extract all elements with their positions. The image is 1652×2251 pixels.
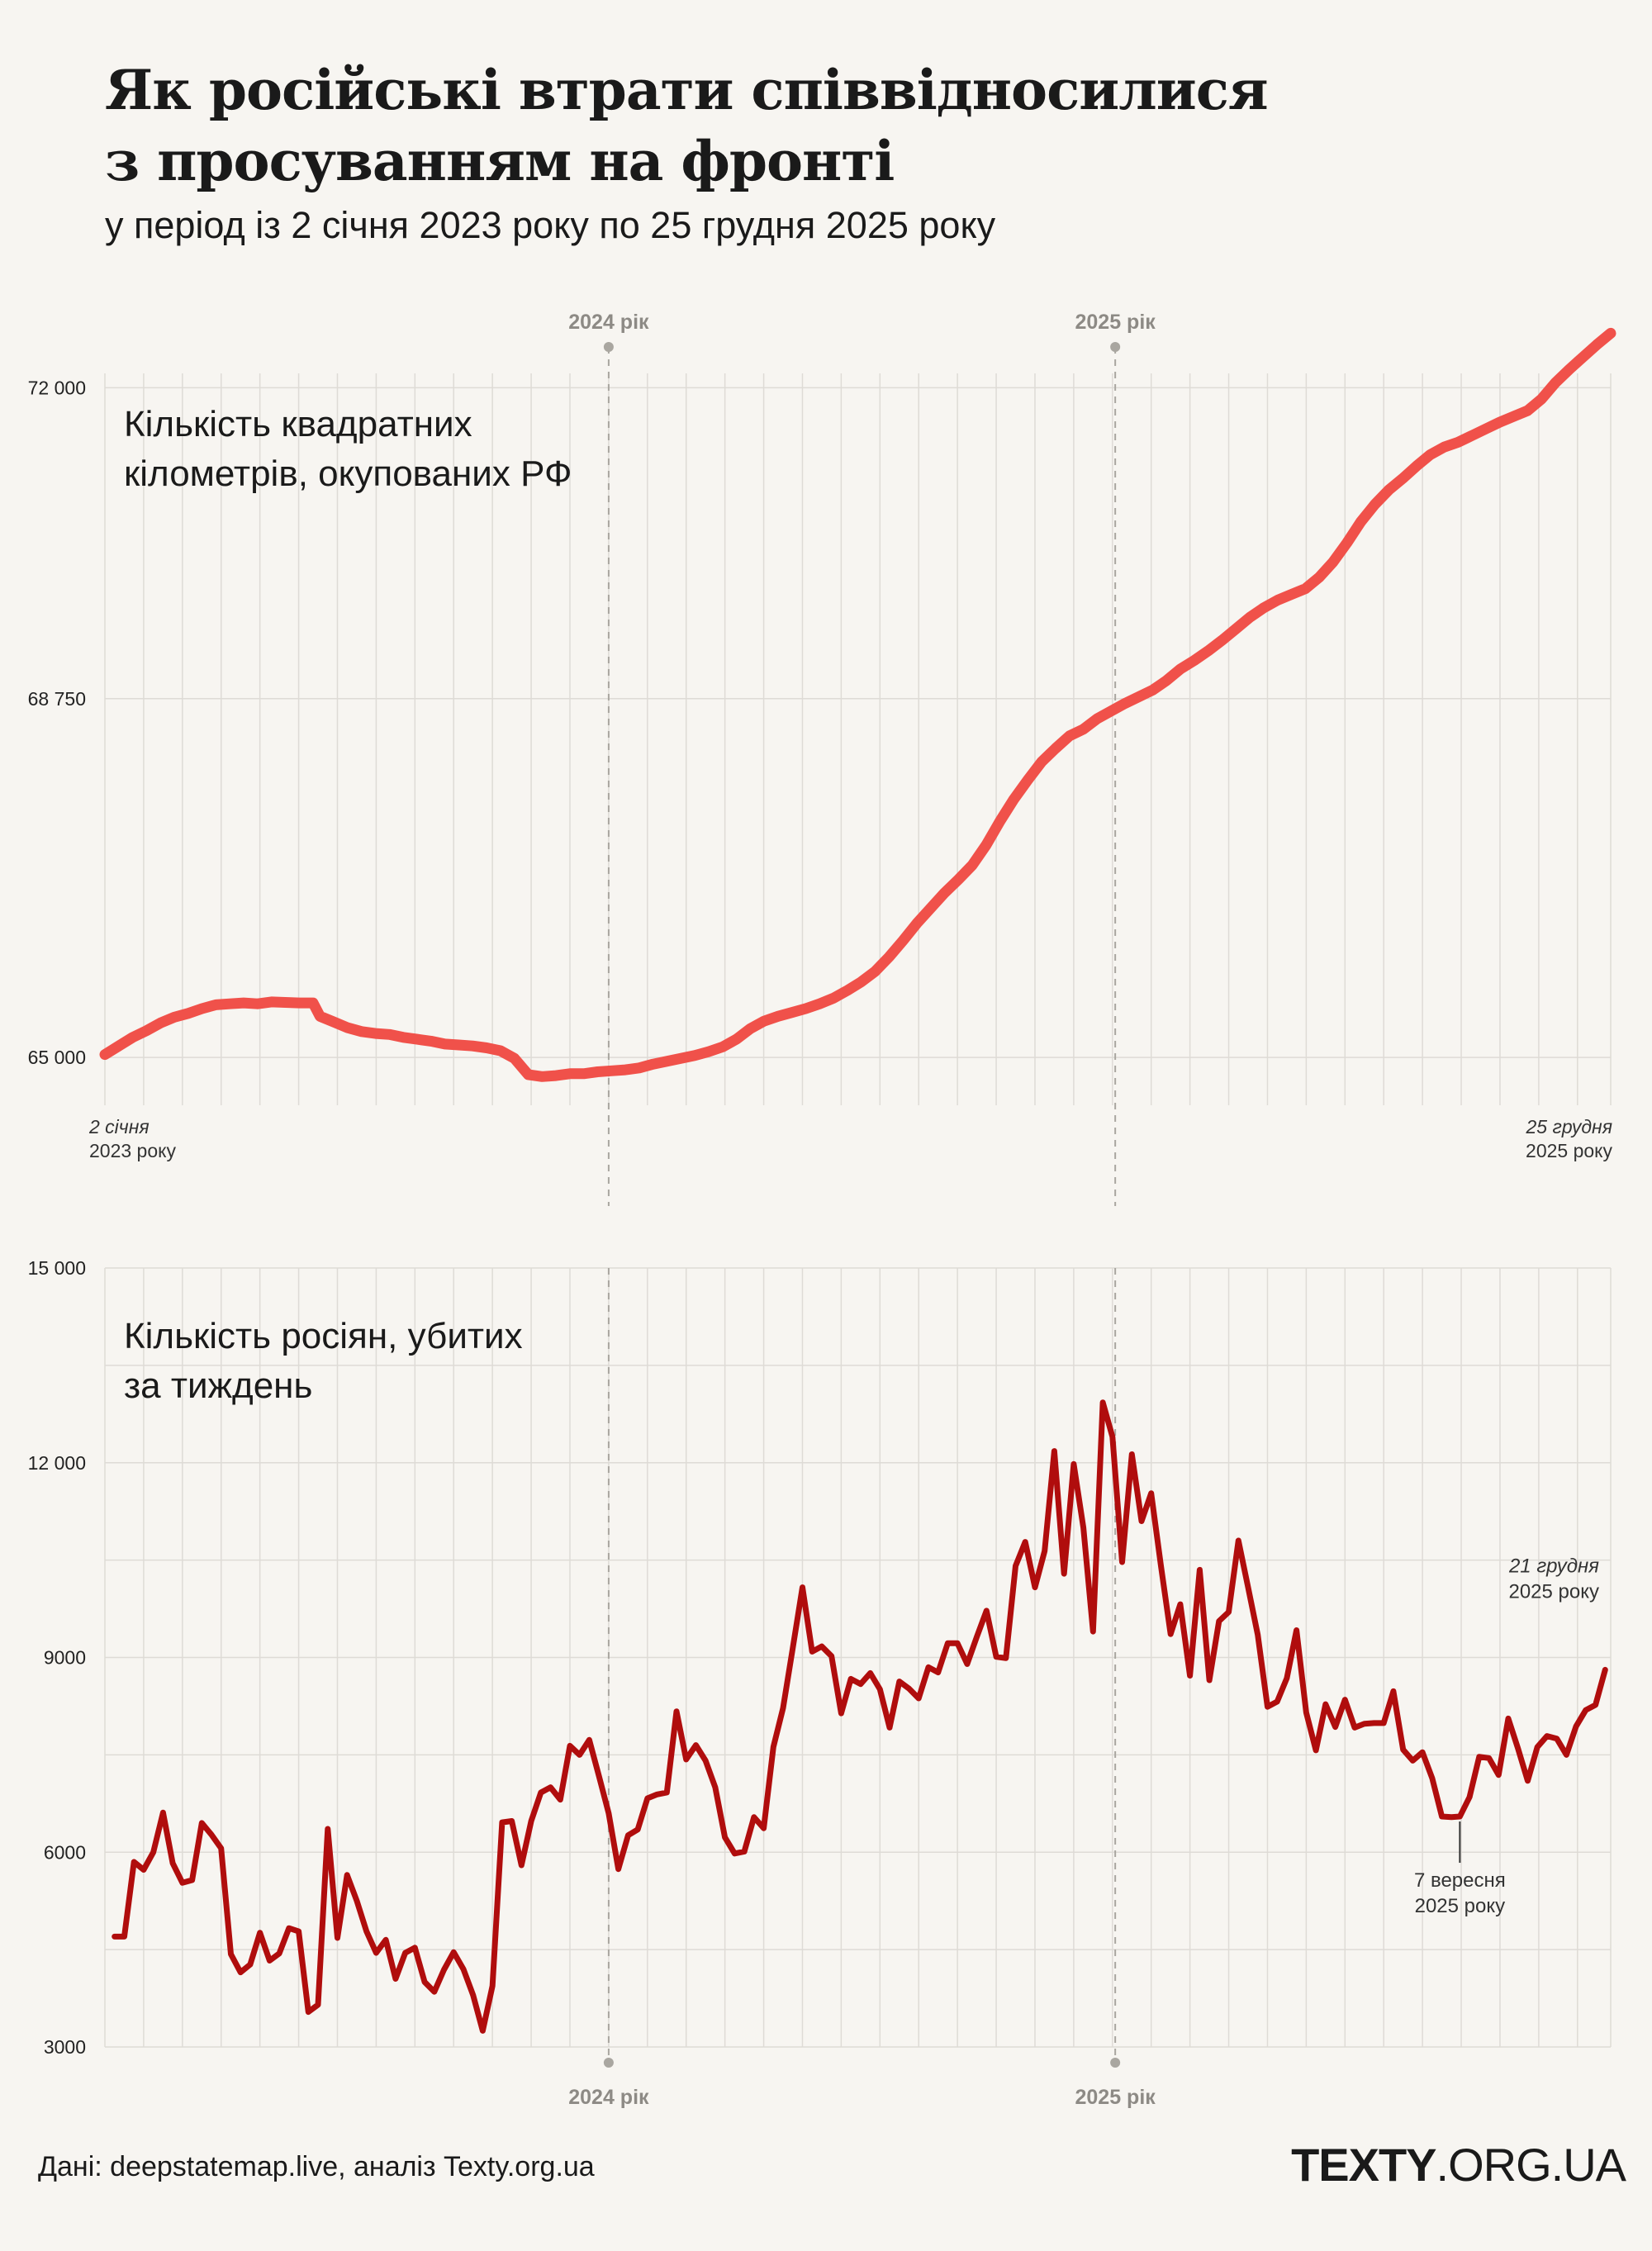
panel-title-line-2: кілометрів, окупованих РФ xyxy=(124,454,572,494)
y-tick-label: 68 750 xyxy=(28,688,86,710)
year-marker-label-bottom: 2025 рік xyxy=(1075,2086,1156,2109)
occupied-area-line xyxy=(99,327,1616,1082)
year-marker-dot-top xyxy=(1110,342,1121,352)
title-line-1: Як російські втрати співвідносилися xyxy=(105,58,1269,122)
annotation-label-line-2: 2025 року xyxy=(1415,1895,1506,1917)
year-marker-label-top: 2024 рік xyxy=(568,311,649,334)
source-note: Дані: deepstatemap.live, аналіз Texty.or… xyxy=(38,2151,595,2182)
brand-logo-bold: TEXTY xyxy=(1291,2139,1436,2191)
title-line-2: з просуванням на фронті xyxy=(105,129,895,193)
year-marker-label-top: 2025 рік xyxy=(1075,311,1156,334)
x-end-label-line-2: 2025 року xyxy=(1526,1140,1612,1161)
y-tick-label: 15 000 xyxy=(28,1257,86,1279)
brand-logo-rest: .ORG.UA xyxy=(1436,2139,1626,2191)
year-marker-dot-bottom xyxy=(603,2058,614,2068)
page-subtitle: у період із 2 січня 2023 року по 25 груд… xyxy=(105,204,996,246)
panel-title-line-1: Кількість квадратних xyxy=(124,404,472,444)
annotation-label-line-1: 7 вересня xyxy=(1414,1869,1506,1892)
panel-title-line-1: Кількість росіян, убитих xyxy=(124,1316,523,1356)
year-marker-label-bottom: 2024 рік xyxy=(568,2086,649,2109)
x-start-label-line-2: 2023 року xyxy=(89,1140,176,1161)
x-start-label-line-1: 2 січня xyxy=(88,1116,150,1137)
annotation-label-line-1: 21 грудня xyxy=(1508,1555,1599,1577)
y-tick-label: 6000 xyxy=(44,1841,86,1863)
weekly-killed-line xyxy=(112,1399,1608,2034)
x-end-label-line-1: 25 грудня xyxy=(1526,1116,1613,1137)
y-tick-label: 12 000 xyxy=(28,1452,86,1474)
y-tick-label: 9000 xyxy=(44,1647,86,1669)
y-tick-label: 3000 xyxy=(44,2036,86,2058)
annotation-label-line-2: 2025 року xyxy=(1508,1580,1599,1603)
year-marker-dot-bottom xyxy=(1110,2058,1121,2068)
brand-logo: TEXTY.ORG.UA xyxy=(1291,2138,1626,2192)
panel-title-line-2: за тиждень xyxy=(124,1365,312,1406)
y-tick-label: 72 000 xyxy=(28,377,86,398)
page-title: Як російські втрати співвідносилися з пр… xyxy=(105,55,1608,197)
y-tick-label: 65 000 xyxy=(28,1047,86,1068)
year-marker-dot-top xyxy=(603,342,614,352)
